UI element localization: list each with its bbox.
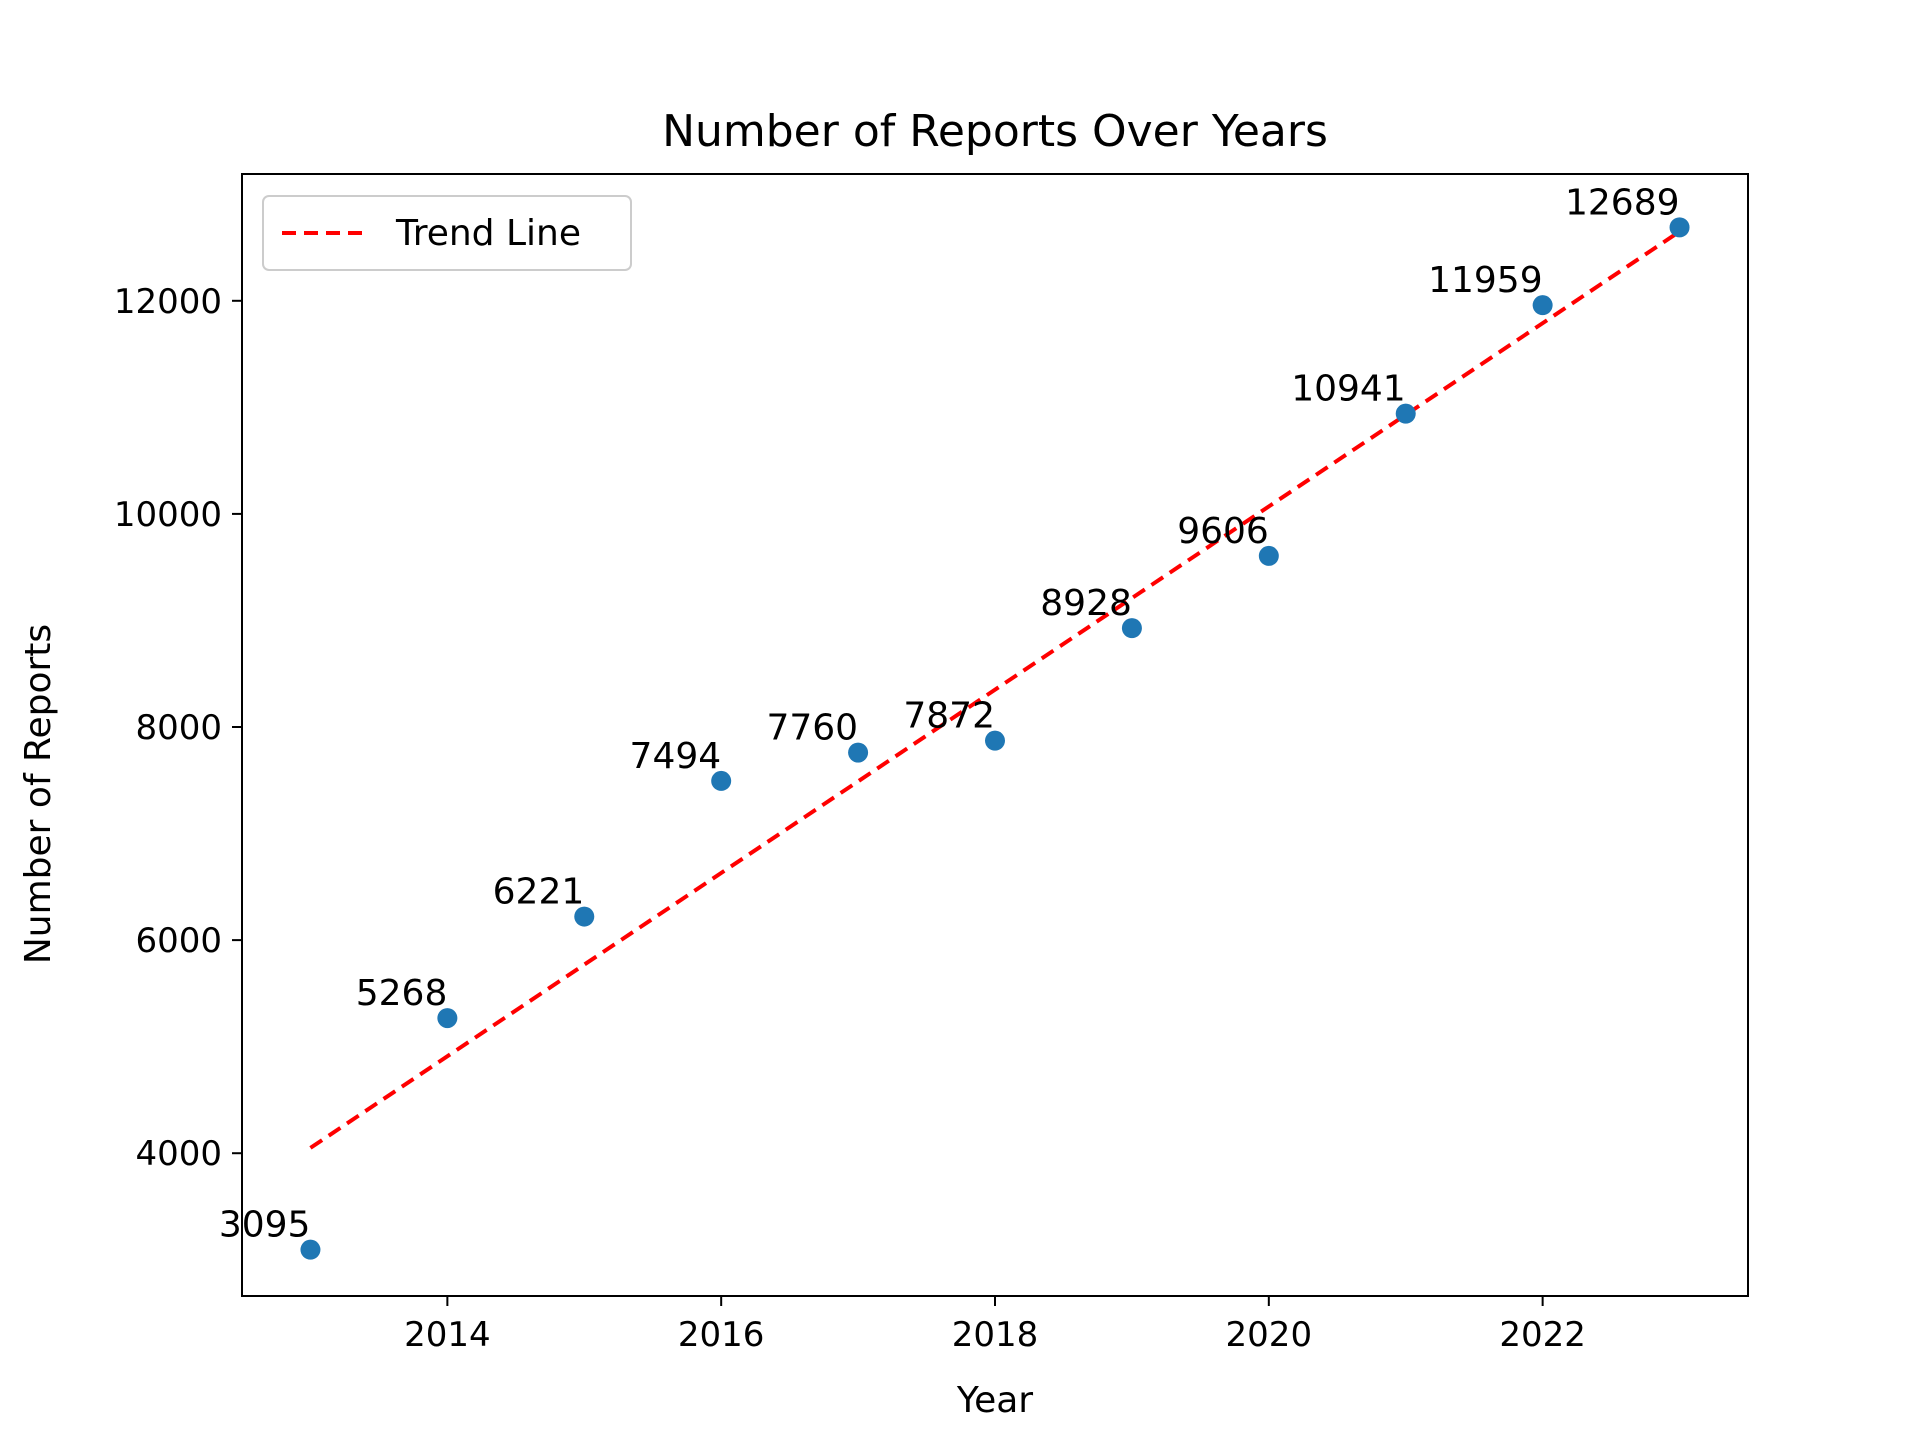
y-tick-label: 12000: [114, 282, 222, 322]
plot-frame: [241, 173, 1749, 1297]
x-axis-label: Year: [956, 1380, 1033, 1421]
data-point: [1532, 295, 1553, 316]
chart-title: Number of Reports Over Years: [662, 106, 1328, 157]
y-tick-label: 4000: [135, 1134, 222, 1174]
data-label: 11959: [1428, 260, 1543, 301]
data-point: [300, 1239, 321, 1260]
x-tick-label: 2022: [1499, 1315, 1586, 1355]
x-tick-label: 2020: [1226, 1315, 1313, 1355]
legend-entry-trend-line: Trend Line: [395, 213, 581, 254]
data-point: [1121, 618, 1142, 639]
data-label: 10941: [1291, 369, 1406, 410]
data-label: 5268: [356, 973, 448, 1014]
data-point: [1258, 545, 1279, 566]
data-label: 7872: [903, 696, 995, 737]
x-tick-label: 2016: [678, 1315, 765, 1355]
data-point: [1395, 403, 1416, 424]
data-label: 7760: [766, 708, 858, 749]
data-point: [848, 742, 869, 763]
x-tick-label: 2018: [952, 1315, 1039, 1355]
data-point: [437, 1008, 458, 1029]
data-label: 3095: [219, 1205, 311, 1246]
data-label: 9606: [1177, 511, 1269, 552]
legend: Trend Line: [262, 195, 632, 271]
data-label: 6221: [493, 872, 585, 913]
y-tick-label: 10000: [114, 495, 222, 535]
data-point: [1669, 217, 1690, 238]
data-label: 7494: [630, 736, 722, 777]
trend-line: [309, 229, 1681, 1150]
data-point: [574, 906, 595, 927]
legend-frame: [262, 195, 632, 271]
data-point: [711, 770, 732, 791]
data-label: 8928: [1040, 583, 1132, 624]
y-tick-label: 8000: [135, 708, 222, 748]
y-axis-label: Number of Reports: [18, 624, 59, 964]
data-label: 12689: [1565, 182, 1680, 223]
x-tick-label: 2014: [404, 1315, 491, 1355]
plot-area: 2014 2016 2018 2020 2022 4000 6000 8000 10000 120…: [114, 173, 1749, 1355]
y-tick-label: 6000: [135, 921, 222, 961]
data-point: [985, 730, 1005, 751]
